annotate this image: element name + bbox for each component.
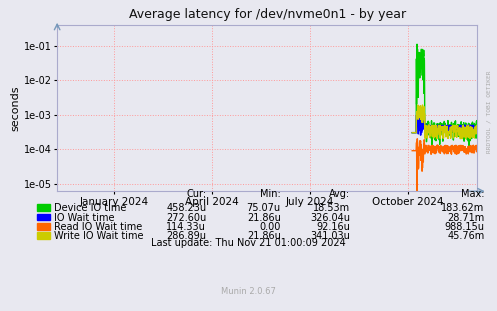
Text: 0.00: 0.00 xyxy=(259,222,281,232)
Text: 18.53m: 18.53m xyxy=(313,203,350,213)
Text: 988.15u: 988.15u xyxy=(445,222,485,232)
Text: Read IO Wait time: Read IO Wait time xyxy=(54,222,142,232)
Text: Max:: Max: xyxy=(461,189,485,199)
Text: Munin 2.0.67: Munin 2.0.67 xyxy=(221,287,276,296)
Text: 458.23u: 458.23u xyxy=(166,203,206,213)
Text: 21.86u: 21.86u xyxy=(247,213,281,223)
Text: Avg:: Avg: xyxy=(329,189,350,199)
Text: Cur:: Cur: xyxy=(186,189,206,199)
Text: IO Wait time: IO Wait time xyxy=(54,213,114,223)
Text: Write IO Wait time: Write IO Wait time xyxy=(54,231,143,241)
Text: 183.62m: 183.62m xyxy=(441,203,485,213)
Text: 114.33u: 114.33u xyxy=(166,222,206,232)
Text: 272.60u: 272.60u xyxy=(166,213,206,223)
Text: 28.71m: 28.71m xyxy=(447,213,485,223)
Text: Device IO time: Device IO time xyxy=(54,203,126,213)
Text: 341.03u: 341.03u xyxy=(311,231,350,241)
Text: Last update: Thu Nov 21 01:00:09 2024: Last update: Thu Nov 21 01:00:09 2024 xyxy=(151,238,346,248)
Text: 92.16u: 92.16u xyxy=(317,222,350,232)
Text: 286.89u: 286.89u xyxy=(166,231,206,241)
Text: 45.76m: 45.76m xyxy=(447,231,485,241)
Text: RRDTOOL / TOBI OETIKER: RRDTOOL / TOBI OETIKER xyxy=(486,71,491,153)
Text: Min:: Min: xyxy=(260,189,281,199)
Text: 75.07u: 75.07u xyxy=(247,203,281,213)
Title: Average latency for /dev/nvme0n1 - by year: Average latency for /dev/nvme0n1 - by ye… xyxy=(129,8,406,21)
Y-axis label: seconds: seconds xyxy=(11,85,21,131)
Text: 21.86u: 21.86u xyxy=(247,231,281,241)
Text: 326.04u: 326.04u xyxy=(311,213,350,223)
